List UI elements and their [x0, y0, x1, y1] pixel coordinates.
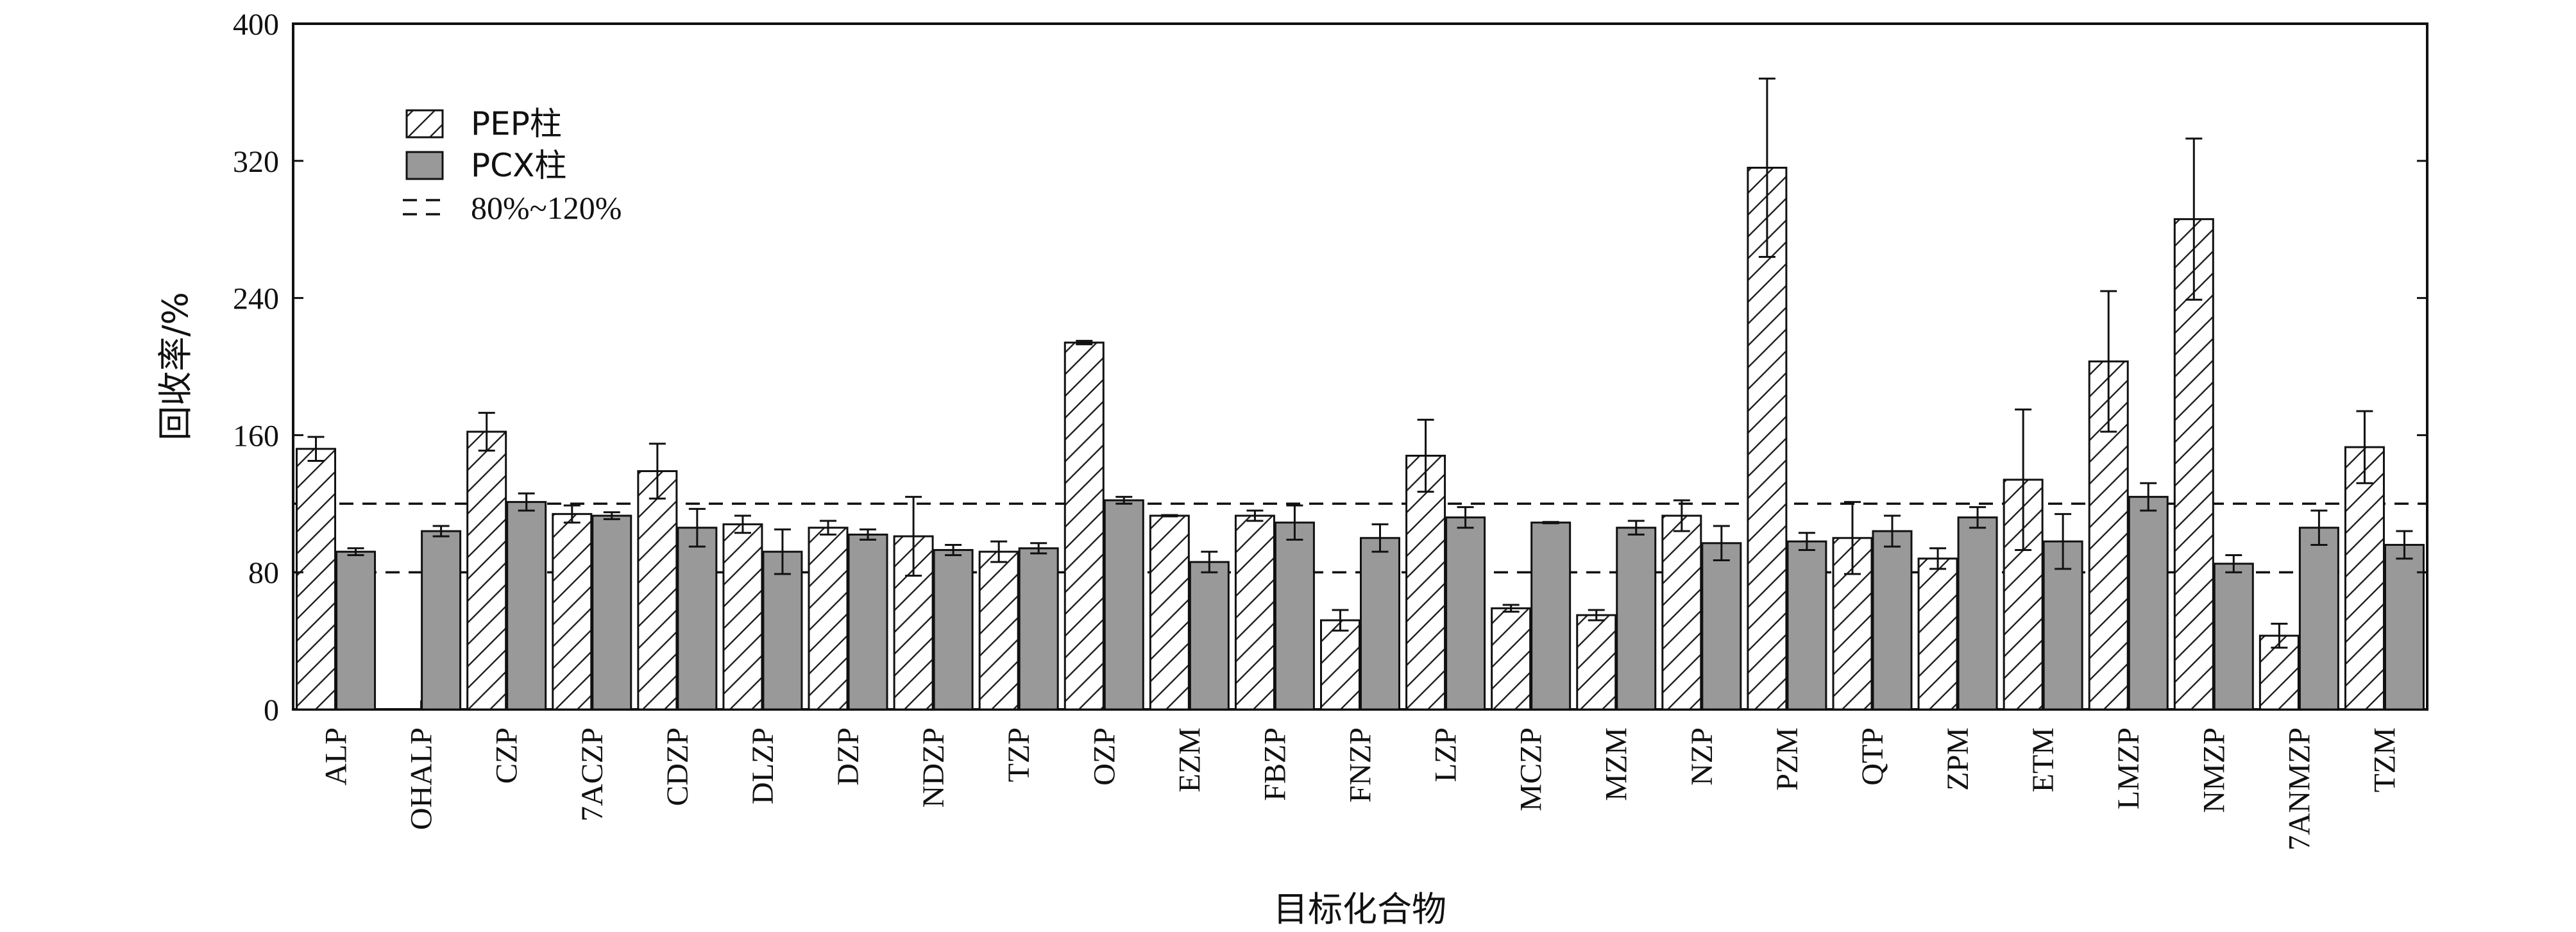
x-tick-label: NDZP	[917, 727, 951, 808]
x-tick-label: TZP	[1002, 727, 1036, 782]
x-tick-label: 7ACZP	[575, 727, 609, 822]
bar-pep-LZP	[1405, 454, 1446, 711]
bar-pcx-LMZP	[2128, 496, 2169, 711]
bar-pcx-7ACZP	[591, 514, 632, 711]
x-tick-label: CZP	[490, 727, 524, 784]
bar-pcx-FNZP	[1360, 537, 1400, 711]
y-axis: 0 80 160 240 320 400	[233, 8, 2427, 727]
bar-pep-PZM	[1747, 166, 1788, 711]
x-tick-label: FNZP	[1344, 727, 1378, 802]
bar-pep-FBZP	[1234, 514, 1275, 711]
bar-pcx-TZM	[2384, 543, 2425, 711]
bar-pcx-OHALP	[421, 530, 462, 711]
x-tick-label: LZP	[1429, 727, 1463, 782]
x-tick-label: OHALP	[405, 727, 439, 830]
bar-pep-DLZP	[722, 523, 763, 711]
bar-pep-NMZP	[2173, 218, 2214, 711]
x-tick-label: QTP	[1856, 727, 1890, 786]
bar-pcx-CZP	[506, 501, 547, 711]
legend-swatch-pep	[405, 109, 444, 139]
bar-pcx-PZM	[1786, 540, 1827, 711]
x-tick-label: TZM	[2368, 727, 2402, 792]
y-tick-label: 160	[233, 419, 279, 453]
bar-pep-NZP	[1661, 514, 1702, 711]
bar-pcx-ALP	[335, 550, 377, 711]
x-tick-label: MCZP	[1514, 727, 1548, 811]
bar-pcx-ZPM	[1957, 516, 1998, 711]
x-tick-label: EZM	[1173, 727, 1207, 792]
legend-swatch-pcx	[405, 151, 444, 180]
x-axis-label: 目标化合物	[1273, 889, 1446, 929]
bar-pcx-7ANMZP	[2298, 527, 2339, 711]
bar-pep-CZP	[466, 430, 507, 711]
x-tick-label: OZP	[1087, 727, 1121, 786]
y-tick-label: 400	[233, 8, 279, 42]
x-tick-label: 7ANMZP	[2282, 727, 2316, 851]
y-tick-label: 80	[248, 556, 279, 590]
y-axis-label: 回收率/%	[155, 292, 196, 441]
bar-marks	[296, 166, 2425, 711]
bar-pep-FNZP	[1320, 619, 1360, 711]
x-tick-label: ETM	[2026, 727, 2060, 792]
legend-label-pcx: PCX柱	[471, 147, 566, 184]
error-bars	[307, 78, 2413, 649]
bar-pcx-MZM	[1616, 527, 1657, 711]
bar-pcx-QTP	[1872, 530, 1913, 711]
legend-label-range: 80%~120%	[471, 190, 622, 226]
bar-pep-7ACZP	[552, 513, 593, 711]
x-tick-label: FBZP	[1258, 727, 1292, 801]
x-tick-label: LMZP	[2112, 727, 2146, 809]
bar-pcx-TZP	[1018, 547, 1059, 711]
y-tick-label: 240	[233, 282, 279, 316]
bar-pep-EZM	[1149, 514, 1190, 711]
y-tick-label: 320	[233, 145, 279, 179]
bar-pcx-NMZP	[2213, 563, 2254, 711]
bar-pep-ZPM	[1917, 557, 1958, 711]
x-tick-label: NMZP	[2197, 727, 2231, 813]
bar-pep-TZP	[978, 550, 1019, 711]
legend-label-pep: PEP柱	[471, 105, 562, 142]
x-tick-label: PZM	[1770, 727, 1804, 791]
x-tick-label: CDZP	[661, 727, 695, 806]
bar-pcx-LZP	[1445, 516, 1486, 711]
x-tick-label: MZM	[1600, 727, 1634, 801]
x-tick-label: ZPM	[1941, 727, 1975, 791]
x-tick-label: ALP	[319, 727, 353, 786]
bar-pep-DZP	[808, 527, 849, 711]
bar-pcx-DLZP	[762, 550, 803, 711]
bar-pep-CDZP	[637, 470, 678, 711]
bar-pep-OZP	[1063, 341, 1105, 711]
x-tick-label: NZP	[1685, 727, 1719, 786]
bar-pcx-EZM	[1189, 561, 1230, 711]
bar-pcx-MCZP	[1530, 521, 1572, 711]
x-tick-label: DZP	[831, 727, 865, 786]
legend: PEP柱 PCX柱 80%~120%	[403, 105, 622, 226]
bar-pep-TZM	[2344, 446, 2385, 711]
bar-pcx-NDZP	[933, 548, 974, 711]
y-tick-label: 0	[264, 693, 279, 727]
bar-pcx-OZP	[1103, 499, 1144, 711]
bar-pcx-CDZP	[677, 527, 718, 711]
x-tick-label: DLZP	[746, 727, 780, 804]
bar-pcx-DZP	[847, 533, 888, 711]
bar-pep-MZM	[1576, 614, 1617, 711]
x-axis: ALP OHALP CZP 7ACZP CDZP DLZP DZP NDZP TZP OZP EZM…	[319, 700, 2402, 851]
bar-pcx-NZP	[1701, 542, 1742, 711]
bar-pcx-FBZP	[1274, 521, 1315, 711]
bar-pep-ALP	[296, 448, 337, 711]
bar-pep-MCZP	[1491, 607, 1532, 711]
